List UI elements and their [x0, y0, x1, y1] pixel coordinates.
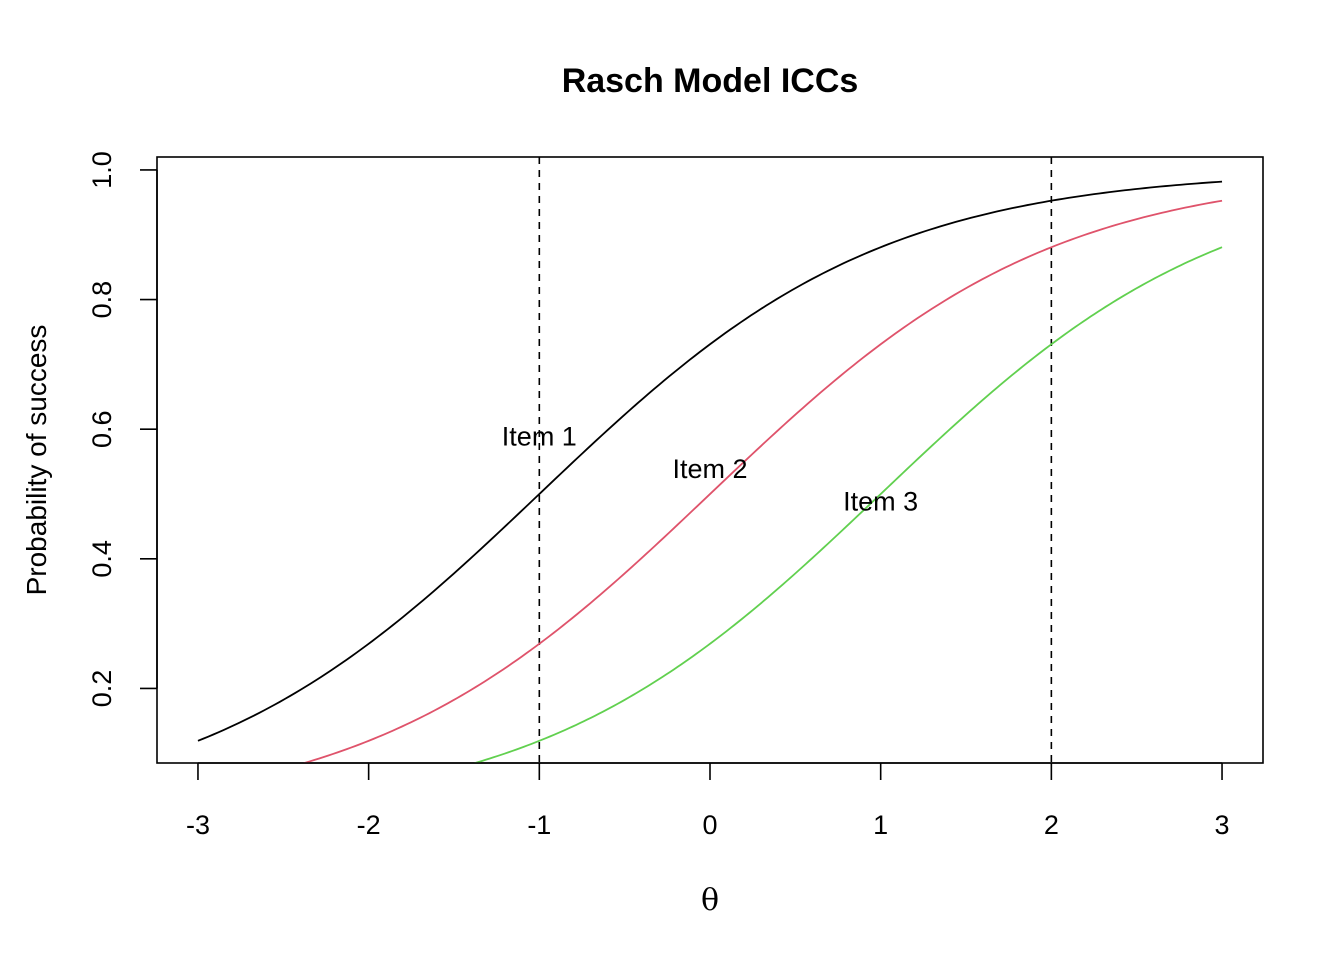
x-tick-label: 2 [1044, 810, 1059, 840]
x-tick-label: 0 [702, 810, 717, 840]
curve-label: Item 3 [843, 487, 918, 517]
x-axis-label: θ [701, 883, 719, 918]
curve-labels: Item 1 Item 2 Item 3 [502, 422, 918, 517]
curve-item-3 [471, 246, 1223, 763]
x-tick-label: -3 [186, 810, 210, 840]
curve-item-1 [197, 180, 1223, 742]
curve-label: Item 1 [502, 422, 577, 452]
y-tick-label: 0.2 [87, 670, 117, 708]
chart-title: Rasch Model ICCs [562, 62, 859, 100]
x-tick-label: 1 [873, 810, 888, 840]
reference-lines [538, 157, 1053, 763]
y-tick-label: 0.8 [87, 281, 117, 319]
curves [197, 180, 1223, 763]
x-tick-label: -2 [357, 810, 381, 840]
y-tick-label: 0.6 [87, 410, 117, 448]
y-tick-label: 1.0 [87, 151, 117, 189]
curve-label: Item 2 [672, 454, 747, 484]
y-axis: 0.2 0.4 0.6 0.8 1.0 [87, 151, 158, 708]
curve-item-2 [301, 199, 1223, 763]
x-tick-label: -1 [527, 810, 551, 840]
y-tick-label: 0.4 [87, 540, 117, 578]
y-axis-label: Probability of success [21, 325, 52, 596]
x-tick-label: 3 [1215, 810, 1230, 840]
x-axis: -3 -2 -1 0 1 2 3 [186, 762, 1230, 840]
